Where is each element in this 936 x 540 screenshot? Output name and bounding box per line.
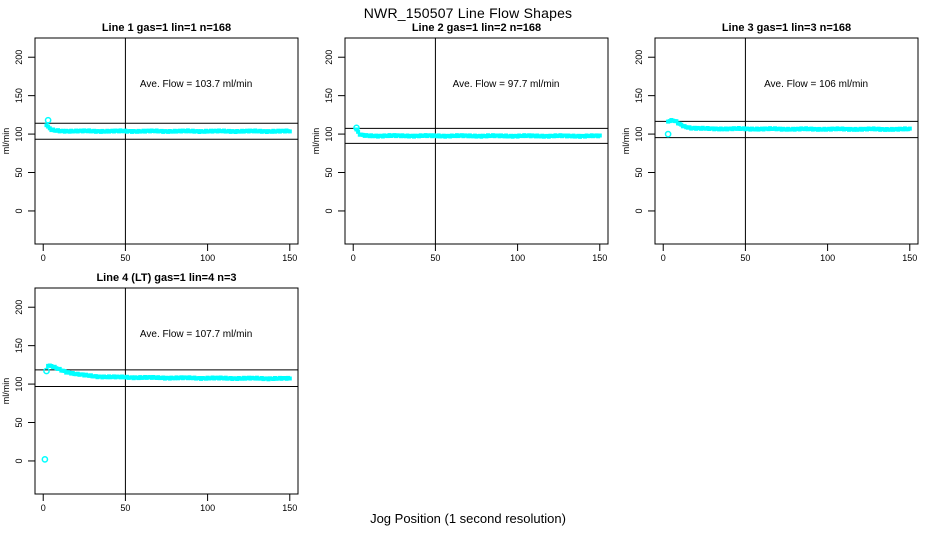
svg-text:0: 0 (41, 253, 46, 263)
svg-text:50: 50 (324, 168, 334, 178)
panel-4: Line 4 (LT) gas=1 lin=4 n=3 0 50 100 150 200 0… (1, 272, 299, 513)
plot-box (34, 287, 299, 495)
svg-text:100: 100 (200, 503, 215, 513)
chart-title: NWR_150507 Line Flow Shapes (363, 5, 573, 21)
ave-flow-annotation: Ave. Flow = 103.7 ml/min (140, 79, 252, 90)
plot-box (344, 37, 609, 245)
svg-text:50: 50 (634, 168, 644, 178)
plot-box (654, 37, 919, 245)
svg-text:150: 150 (324, 88, 334, 103)
svg-text:0: 0 (324, 208, 334, 213)
ave-flow-annotation: Ave. Flow = 107.7 ml/min (140, 329, 252, 340)
ave-flow-annotation: Ave. Flow = 97.7 ml/min (453, 79, 560, 90)
outlier-point (44, 116, 52, 124)
svg-text:150: 150 (282, 253, 297, 263)
y-axis-label: ml/min (1, 128, 11, 155)
svg-text:150: 150 (592, 253, 607, 263)
svg-text:100: 100 (820, 253, 835, 263)
ave-flow-annotation: Ave. Flow = 106 ml/min (764, 79, 868, 90)
plot-box (34, 37, 299, 245)
outlier-point (43, 367, 50, 375)
svg-text:0: 0 (661, 253, 666, 263)
svg-text:50: 50 (740, 253, 750, 263)
panel-3: Line 3 gas=1 lin=3 n=168 0 50 100 150 200 0 50 1… (621, 22, 919, 263)
svg-text:100: 100 (634, 127, 644, 142)
svg-text:150: 150 (14, 88, 24, 103)
svg-text:200: 200 (14, 300, 24, 315)
svg-text:Line 3 gas=1 lin=3 n=168: Line 3 gas=1 lin=3 n=168 (722, 22, 851, 34)
svg-text:150: 150 (14, 338, 24, 353)
svg-text:200: 200 (14, 50, 24, 65)
panel-1: Line 1 gas=1 lin=1 n=168 0 50 100 150 200 0 50 1… (1, 22, 299, 263)
svg-text:Line 4 (LT) gas=1 lin=4 n=3: Line 4 (LT) gas=1 lin=4 n=3 (96, 272, 236, 284)
outlier-point (664, 130, 672, 138)
svg-text:50: 50 (120, 503, 130, 513)
svg-text:150: 150 (282, 503, 297, 513)
svg-text:100: 100 (324, 127, 334, 142)
svg-text:100: 100 (14, 377, 24, 392)
outlier-point (41, 456, 49, 463)
svg-text:Line 1 gas=1 lin=1 n=168: Line 1 gas=1 lin=1 n=168 (102, 22, 231, 34)
y-axis-label: ml/min (311, 128, 321, 155)
panel-2: Line 2 gas=1 lin=2 n=168 0 50 100 150 200 0 50 1… (311, 22, 609, 263)
svg-text:0: 0 (41, 503, 46, 513)
svg-text:0: 0 (14, 208, 24, 213)
svg-text:Line 2 gas=1 lin=2 n=168: Line 2 gas=1 lin=2 n=168 (412, 22, 541, 34)
svg-text:0: 0 (14, 458, 24, 463)
svg-text:50: 50 (120, 253, 130, 263)
svg-text:50: 50 (14, 168, 24, 178)
svg-text:150: 150 (902, 253, 917, 263)
svg-text:150: 150 (634, 88, 644, 103)
svg-text:100: 100 (510, 253, 525, 263)
svg-text:50: 50 (430, 253, 440, 263)
outlier-point (353, 124, 360, 132)
y-axis-label: ml/min (1, 378, 11, 405)
y-axis-label: ml/min (621, 128, 631, 155)
x-axis-label: Jog Position (1 second resolution) (370, 511, 566, 526)
svg-text:0: 0 (634, 208, 644, 213)
svg-text:0: 0 (351, 253, 356, 263)
svg-text:50: 50 (14, 418, 24, 428)
svg-text:200: 200 (634, 50, 644, 65)
svg-text:100: 100 (200, 253, 215, 263)
svg-text:200: 200 (324, 50, 334, 65)
svg-text:100: 100 (14, 127, 24, 142)
